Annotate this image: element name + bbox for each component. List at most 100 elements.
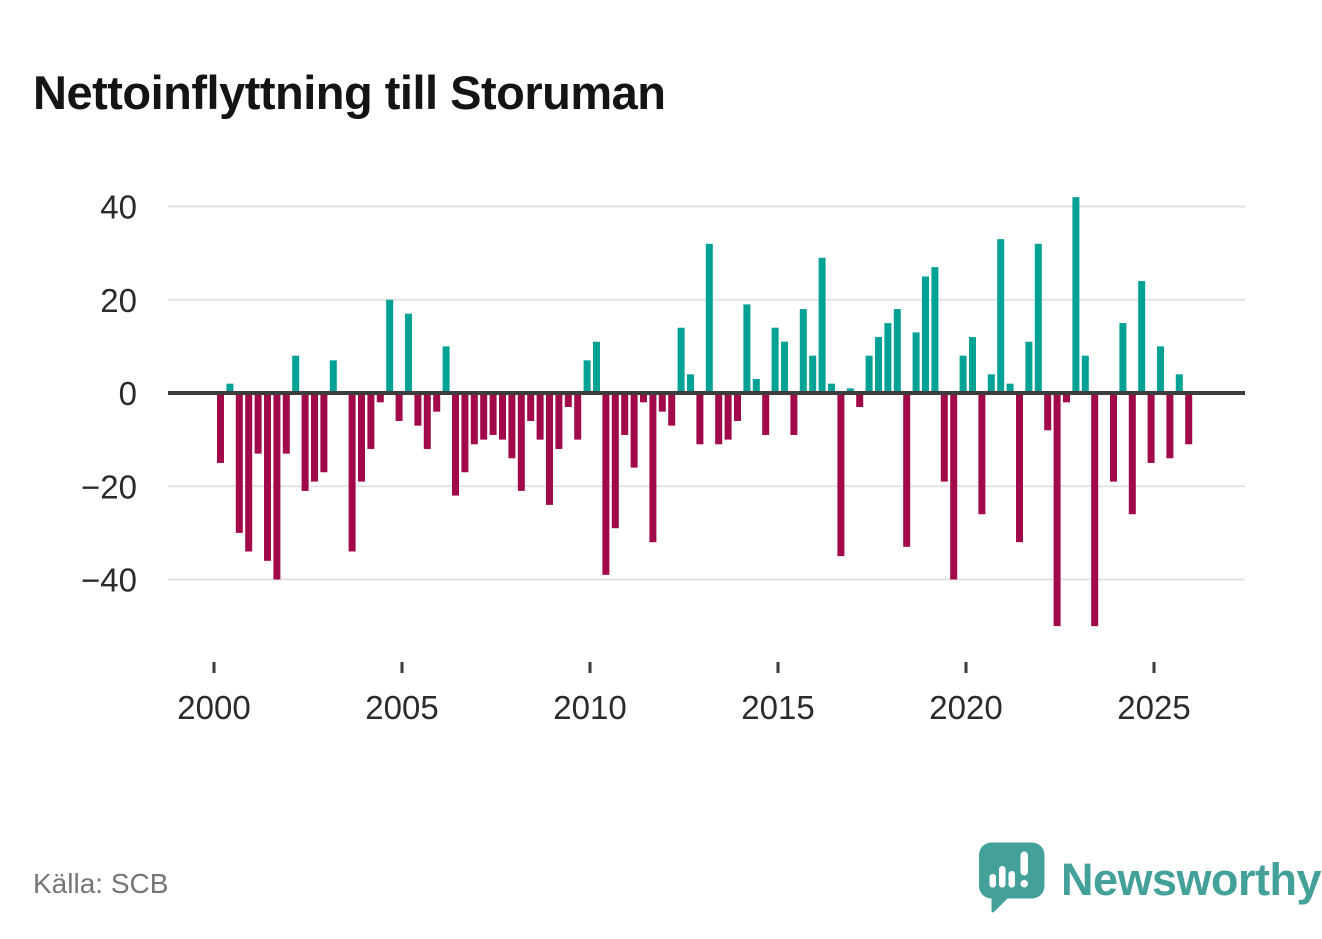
bar bbox=[292, 355, 300, 393]
y-axis-label: −20 bbox=[81, 468, 137, 505]
bar bbox=[527, 393, 535, 421]
bar bbox=[414, 393, 422, 426]
bar bbox=[865, 355, 873, 393]
bar bbox=[1053, 393, 1061, 627]
bar bbox=[1006, 383, 1014, 393]
bar bbox=[423, 393, 431, 449]
bar bbox=[687, 374, 694, 393]
bar bbox=[602, 393, 610, 575]
bar bbox=[828, 383, 835, 393]
bar bbox=[226, 383, 234, 393]
x-axis-label: 2025 bbox=[1117, 689, 1190, 726]
bar bbox=[884, 323, 892, 393]
bar bbox=[621, 393, 629, 435]
newsworthy-wordmark: Newsworthy bbox=[1061, 854, 1322, 905]
bar bbox=[254, 393, 262, 454]
bar bbox=[649, 393, 657, 543]
bar bbox=[658, 393, 666, 412]
bar bbox=[508, 393, 516, 459]
bar bbox=[1128, 393, 1136, 515]
logo-exclamation-dot bbox=[1020, 880, 1028, 888]
bar bbox=[987, 374, 995, 393]
bar bbox=[536, 393, 544, 440]
bar bbox=[668, 393, 676, 426]
bar bbox=[1081, 355, 1089, 393]
bar bbox=[705, 243, 713, 393]
bar bbox=[386, 299, 394, 393]
bar bbox=[856, 393, 864, 407]
bar bbox=[555, 393, 563, 449]
x-axis-label: 2000 bbox=[177, 689, 250, 726]
source-label: Källa: SCB bbox=[33, 868, 169, 899]
bar bbox=[997, 239, 1005, 393]
bar bbox=[781, 341, 788, 393]
bar bbox=[724, 393, 732, 440]
bar bbox=[677, 327, 685, 393]
bar bbox=[499, 393, 506, 440]
bar bbox=[301, 393, 309, 491]
bar bbox=[583, 360, 591, 393]
bar bbox=[1072, 197, 1080, 393]
bar bbox=[846, 388, 854, 393]
bar bbox=[950, 393, 958, 580]
bar bbox=[922, 276, 929, 393]
bar bbox=[1016, 393, 1023, 543]
x-axis-label: 2010 bbox=[553, 689, 626, 726]
logo-exclamation-stem bbox=[1020, 851, 1028, 876]
bar bbox=[752, 379, 760, 393]
bar bbox=[1063, 393, 1070, 403]
bar bbox=[264, 393, 271, 561]
y-axis-label: 20 bbox=[100, 282, 137, 319]
bar bbox=[282, 393, 290, 454]
bar bbox=[940, 393, 948, 482]
bar bbox=[1034, 243, 1042, 393]
bar bbox=[893, 309, 901, 393]
newsworthy-logo-icon bbox=[978, 841, 1046, 919]
bar bbox=[235, 393, 243, 533]
bar bbox=[818, 257, 826, 393]
bar bbox=[470, 393, 478, 445]
bar bbox=[903, 393, 911, 547]
bar bbox=[1044, 393, 1052, 431]
bar bbox=[1119, 323, 1127, 393]
bar bbox=[696, 393, 704, 445]
y-axis-label: 0 bbox=[119, 375, 137, 412]
bar bbox=[837, 393, 845, 557]
x-axis-label: 2020 bbox=[929, 689, 1002, 726]
bar bbox=[1185, 393, 1193, 445]
bar bbox=[799, 309, 807, 393]
bar bbox=[771, 327, 779, 393]
bar bbox=[574, 393, 582, 440]
bar bbox=[931, 267, 939, 393]
bar bbox=[762, 393, 770, 435]
bar bbox=[734, 393, 741, 421]
bar bbox=[593, 341, 600, 393]
bar bbox=[461, 393, 469, 473]
bar bbox=[546, 393, 553, 505]
bar bbox=[1091, 393, 1099, 627]
newsworthy-branding: Newsworthy bbox=[978, 841, 1322, 919]
bar bbox=[320, 393, 328, 473]
bar bbox=[489, 393, 497, 435]
bar bbox=[790, 393, 798, 435]
bar bbox=[433, 393, 441, 412]
y-axis-label: −40 bbox=[81, 562, 137, 599]
bar bbox=[611, 393, 619, 529]
bar bbox=[875, 337, 882, 393]
bar bbox=[1175, 374, 1183, 393]
bar bbox=[517, 393, 525, 491]
bar bbox=[376, 393, 384, 403]
logo-bar-medium bbox=[1008, 871, 1015, 888]
x-axis-label: 2005 bbox=[365, 689, 438, 726]
bar bbox=[329, 360, 337, 393]
bar bbox=[912, 332, 920, 393]
bar bbox=[1166, 393, 1174, 459]
y-axis-label: 40 bbox=[100, 189, 137, 226]
bar bbox=[1138, 281, 1146, 393]
bar bbox=[311, 393, 318, 482]
bar bbox=[564, 393, 572, 407]
bar bbox=[743, 304, 751, 393]
x-axis-label: 2015 bbox=[741, 689, 814, 726]
